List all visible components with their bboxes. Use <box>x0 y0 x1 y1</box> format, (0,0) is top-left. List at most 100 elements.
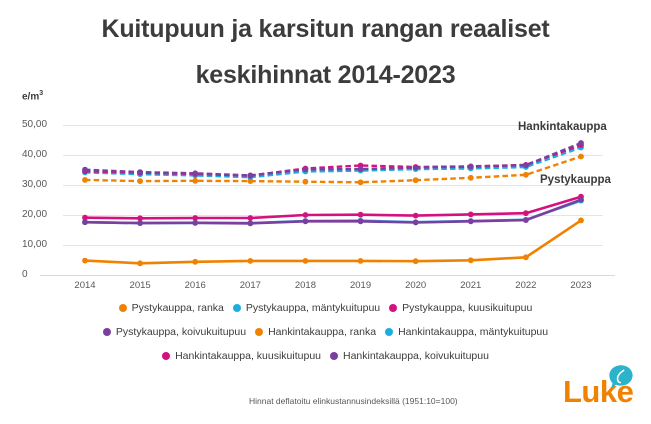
data-point <box>522 171 529 178</box>
data-point <box>192 258 199 265</box>
y-axis-tick-label: 40,00 <box>22 149 48 160</box>
legend-dot-hankintakauppa-kuusikuitupuu <box>162 352 171 360</box>
data-point <box>412 177 419 184</box>
data-point <box>522 254 529 261</box>
data-point <box>522 210 529 217</box>
data-point <box>302 166 309 173</box>
legend-item[interactable]: Pystykauppa, mäntykuitupuu <box>232 302 381 314</box>
data-point <box>578 217 584 224</box>
data-point <box>412 212 419 219</box>
gridline <box>63 245 603 246</box>
data-point <box>578 153 584 160</box>
data-point <box>247 172 254 179</box>
x-axis-tick-label: 2021 <box>460 280 482 291</box>
legend-label: Hankintakauppa, koivukuitupuu <box>343 350 489 362</box>
x-axis-tick-label: 2023 <box>570 280 592 291</box>
legend-item[interactable]: Hankintakauppa, kuusikuitupuu <box>162 350 321 362</box>
x-axis-tick-label: 2022 <box>515 280 537 291</box>
data-series-layer <box>82 140 584 267</box>
chart-legend: Pystykauppa, ranka Pystykauppa, mäntykuit… <box>0 296 651 368</box>
gridline <box>63 185 603 186</box>
x-axis-tick-label: 2014 <box>74 280 96 291</box>
data-point <box>467 174 474 181</box>
series-hankintakauppa-ranka <box>82 153 584 186</box>
data-point <box>137 220 144 226</box>
data-point <box>82 257 88 264</box>
series-line <box>84 146 582 179</box>
data-point <box>192 219 199 226</box>
data-point <box>192 170 199 177</box>
data-point <box>302 218 309 225</box>
data-point <box>412 219 419 226</box>
data-point <box>412 164 419 171</box>
legend-label: Pystykauppa, kuusikuitupuu <box>402 302 533 314</box>
footnote-text: Hinnat deflatoitu elinkustannusindeksill… <box>249 396 458 406</box>
data-point <box>247 215 254 221</box>
data-point <box>357 211 364 218</box>
y-axis-unit-exponent: 3 <box>39 90 44 97</box>
data-point <box>247 220 254 227</box>
y-axis-unit-text: e/m <box>22 91 40 103</box>
legend-label: Pystykauppa, ranka <box>131 302 224 314</box>
data-point <box>192 177 199 184</box>
legend-item[interactable]: Hankintakauppa, ranka <box>255 326 376 338</box>
data-point <box>522 217 529 223</box>
data-point <box>192 215 199 221</box>
legend-dot-pystykauppa-kuusikuitupuu <box>389 304 398 312</box>
series-hankintakauppa-koivukuitupuu <box>82 140 584 179</box>
series-pystykauppa-ranka <box>82 217 584 267</box>
data-point <box>82 214 88 221</box>
y-axis-tick-label: 50,00 <box>22 119 48 130</box>
series-line <box>84 155 582 184</box>
data-point <box>357 258 364 264</box>
data-point <box>522 162 529 169</box>
data-point <box>412 258 419 265</box>
data-point <box>467 211 474 218</box>
legend-row: Pystykauppa, koivukuitupuu Hankintakauppa… <box>0 320 651 344</box>
legend-dot-hankintakauppa-ranka <box>255 328 264 336</box>
data-point <box>247 258 254 264</box>
x-axis-tick-label: 2017 <box>239 280 261 291</box>
legend-dot-pystykauppa-mantykuitupuu <box>232 304 241 312</box>
data-point <box>357 179 364 186</box>
legend-label: Hankintakauppa, mäntykuitupuu <box>398 326 549 338</box>
x-axis-tick-label: 2015 <box>129 280 151 291</box>
data-point <box>467 218 474 225</box>
y-axis-tick-label: 20,00 <box>22 209 48 220</box>
data-point <box>302 212 309 218</box>
legend-item[interactable]: Pystykauppa, koivukuitupuu <box>102 326 247 338</box>
chart-title-line-2: keskihinnat 2014-2023 <box>195 61 456 89</box>
data-point <box>137 178 144 184</box>
legend-item[interactable]: Pystykauppa, ranka <box>118 302 224 314</box>
legend-dot-hankintakauppa-koivukuitupuu <box>330 352 338 360</box>
chart-title-block: Kuitupuun ja karsitun rangan reaaliset k… <box>0 0 651 88</box>
legend-row: Hankintakauppa, kuusikuitupuu Hankintakau… <box>0 344 651 368</box>
luke-logo: Luke <box>563 364 643 412</box>
data-point <box>137 260 144 267</box>
annotation-hankintakauppa: Hankintakauppa <box>518 121 607 133</box>
data-point <box>302 258 309 264</box>
chart-title-line-1: Kuitupuun ja karsitun rangan reaaliset <box>101 15 550 43</box>
data-point <box>467 163 474 170</box>
legend-label: Pystykauppa, mäntykuitupuu <box>245 302 381 314</box>
data-point <box>302 178 309 185</box>
legend-item[interactable]: Hankintakauppa, mäntykuitupuu <box>385 326 548 338</box>
x-axis-tick-label: 2018 <box>294 280 317 291</box>
data-point <box>578 140 584 146</box>
legend-item[interactable]: Pystykauppa, kuusikuitupuu <box>389 302 532 314</box>
series-line <box>84 198 582 225</box>
data-point <box>82 219 88 226</box>
data-point <box>82 166 88 173</box>
legend-label: Pystykauppa, koivukuitupuu <box>115 326 247 338</box>
data-point <box>357 166 364 172</box>
legend-item[interactable]: Hankintakauppa, koivukuitupuu <box>330 350 489 362</box>
annotation-pystykauppa: Pystykauppa <box>540 174 611 186</box>
series-hankintakauppa-m-ntykuitupuu <box>82 144 584 181</box>
data-point <box>137 215 144 222</box>
legend-label: Hankintakauppa, kuusikuitupuu <box>175 350 321 362</box>
chart-area: 50,00 40,00 30,00 20,00 10,00 0 2014 2015 2016 2… <box>0 112 651 292</box>
y-axis-tick-label: 0 <box>22 269 28 280</box>
luke-logo-leaf-bubble-icon <box>609 365 633 389</box>
series-line <box>84 219 582 265</box>
